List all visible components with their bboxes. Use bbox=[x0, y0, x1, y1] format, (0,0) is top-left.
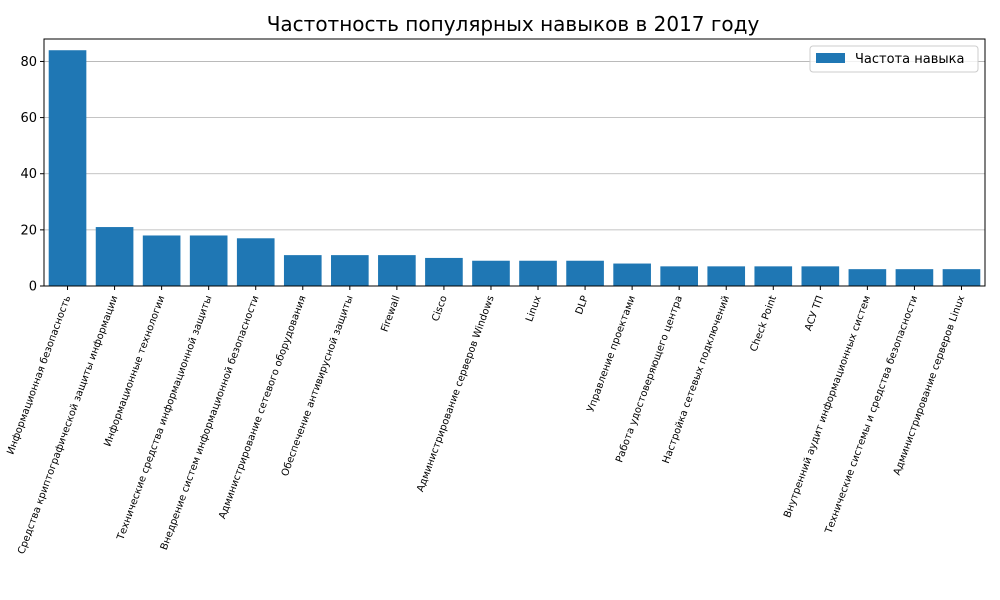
bar bbox=[331, 255, 369, 286]
bar bbox=[189, 235, 228, 286]
x-tick-label: Внедрение систем информационной безопасн… bbox=[159, 294, 262, 551]
y-axis: 0 20 40 60 80 bbox=[20, 55, 44, 295]
bar bbox=[754, 266, 793, 286]
legend-swatch bbox=[816, 53, 845, 63]
legend-box bbox=[809, 45, 979, 73]
bar bbox=[707, 266, 746, 286]
x-tick-label: Cisco bbox=[430, 294, 449, 323]
bar bbox=[283, 255, 322, 286]
chart-title: Частотность популярных навыков в 2017 го… bbox=[267, 12, 760, 36]
y-tick-label: 40 bbox=[20, 167, 37, 182]
bar bbox=[472, 260, 510, 286]
bar bbox=[425, 257, 463, 286]
bar bbox=[95, 227, 134, 286]
x-tick-label: Администрирование сетевого оборудования bbox=[217, 294, 308, 520]
bar bbox=[48, 50, 87, 287]
y-tick-label: 60 bbox=[20, 111, 37, 126]
x-tick-label: Check Point bbox=[749, 294, 779, 353]
y-tick-label: 80 bbox=[20, 55, 37, 70]
x-tick-label: Внутренний аудит информационных систем bbox=[782, 294, 873, 519]
bar bbox=[236, 238, 275, 286]
bar bbox=[613, 263, 651, 286]
bar bbox=[378, 255, 416, 286]
bars bbox=[48, 50, 981, 287]
legend: Частота навыка bbox=[809, 45, 979, 73]
gridlines bbox=[44, 61, 985, 287]
x-tick-label: Linux bbox=[524, 294, 544, 323]
bar bbox=[519, 260, 557, 286]
y-tick-label: 20 bbox=[20, 223, 37, 238]
bar bbox=[801, 266, 840, 286]
legend-label: Частота навыка bbox=[855, 52, 964, 67]
x-tick-label: Firewall bbox=[379, 294, 402, 333]
bar bbox=[848, 269, 887, 286]
bar bbox=[566, 260, 604, 286]
bar bbox=[660, 266, 698, 286]
x-tick-label: Администрирование серверов Windows bbox=[415, 294, 497, 493]
x-tick-label: Технические системы и средства безопасно… bbox=[823, 294, 920, 536]
x-tick-label: Средства криптографической защиты информ… bbox=[16, 294, 120, 555]
x-tick-label: DLP bbox=[574, 294, 591, 316]
plot-frame bbox=[43, 38, 986, 287]
bar bbox=[142, 235, 181, 286]
y-tick-label: 0 bbox=[29, 280, 37, 295]
bar bbox=[942, 269, 981, 286]
x-tick-label: АСУ ТП bbox=[803, 294, 826, 332]
x-tick-label: Технические средства информационной защи… bbox=[115, 294, 214, 542]
x-tick-label: Управление проектами bbox=[586, 294, 638, 413]
bar bbox=[895, 269, 934, 286]
